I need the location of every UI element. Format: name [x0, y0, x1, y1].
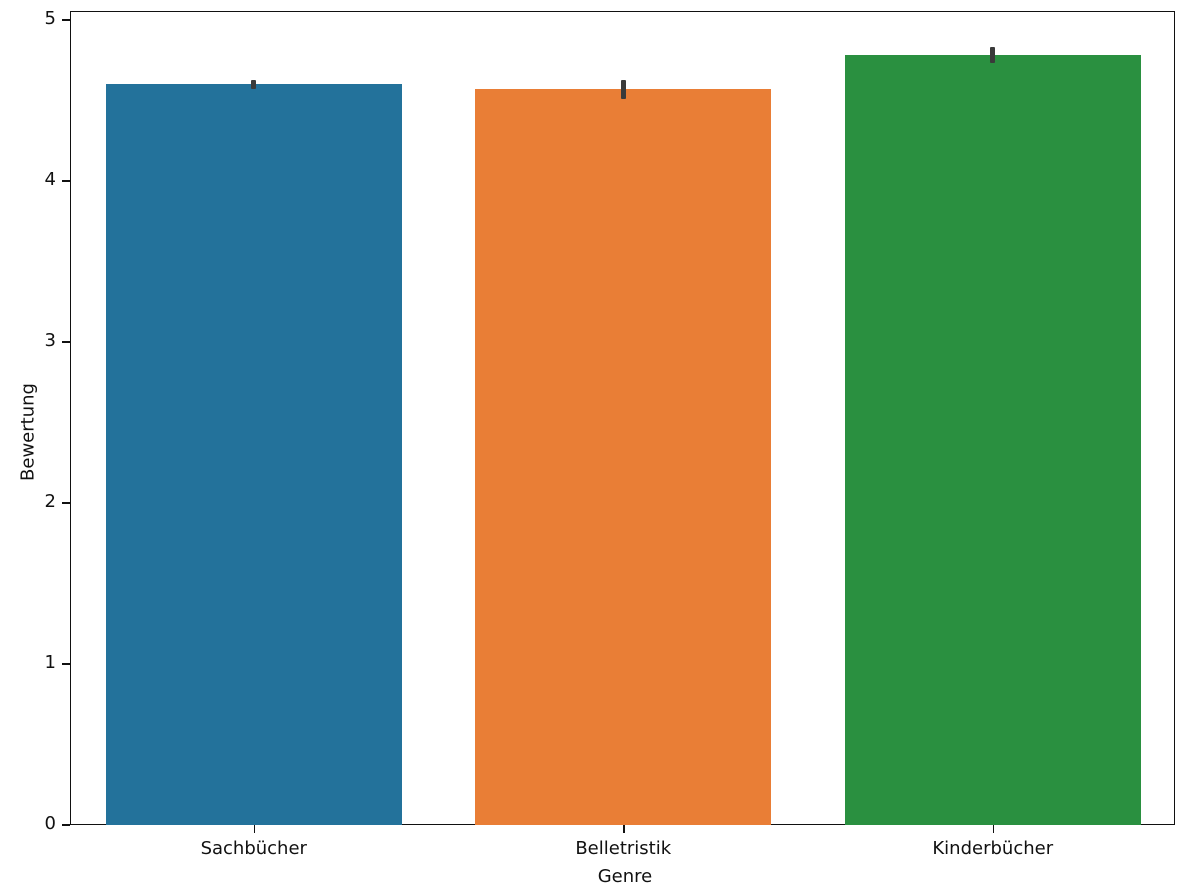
x-tick-label: Belletristik — [575, 838, 672, 859]
y-tick — [62, 341, 70, 343]
y-tick-label: 4 — [44, 169, 56, 190]
y-axis-title: Bewertung — [17, 383, 39, 481]
bar-belletristik — [475, 89, 772, 825]
y-tick — [62, 502, 70, 504]
y-tick — [62, 19, 70, 21]
bar-kinderbücher — [844, 55, 1141, 825]
error-bar — [990, 47, 996, 64]
x-tick-label: Kinderbücher — [932, 838, 1054, 859]
y-tick-label: 2 — [44, 491, 56, 512]
x-tick — [623, 825, 625, 833]
x-tick — [253, 825, 256, 833]
error-bar — [251, 79, 257, 90]
y-tick-label: 3 — [44, 330, 56, 351]
y-tick — [62, 180, 70, 182]
y-tick — [62, 824, 70, 826]
x-tick-label: Sachbücher — [200, 838, 307, 859]
error-bar — [620, 79, 626, 99]
y-tick — [62, 663, 70, 665]
x-axis-title: Genre — [597, 866, 653, 887]
y-tick-label: 1 — [44, 652, 56, 673]
y-tick-label: 5 — [44, 8, 56, 29]
y-tick-label: 0 — [44, 813, 56, 834]
bar-sachbücher — [105, 84, 402, 825]
x-tick — [992, 825, 995, 833]
